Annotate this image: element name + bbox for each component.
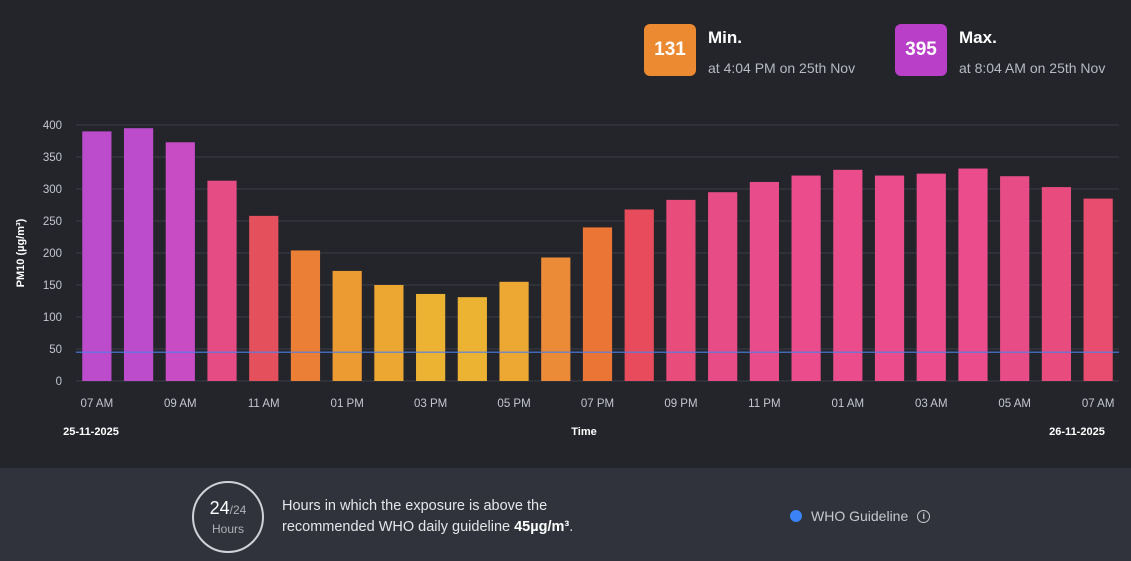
bar[interactable] — [791, 175, 821, 381]
bar[interactable] — [374, 285, 404, 381]
x-axis-label: Time — [571, 426, 596, 438]
bar[interactable] — [958, 168, 988, 381]
y-tick-label: 250 — [43, 216, 62, 228]
y-tick-label: 150 — [43, 280, 62, 292]
bar[interactable] — [207, 180, 237, 381]
bar[interactable] — [624, 209, 654, 381]
bar[interactable] — [165, 142, 195, 381]
bar[interactable] — [332, 270, 362, 381]
x-tick-label: 11 PM — [748, 398, 780, 410]
hours-above-circle: 24/24 Hours — [192, 481, 264, 553]
pm10-bar-chart: 0 50 100 150 200 250 300 350 400 PM10 (µg/m³) 07… — [15, 120, 1119, 438]
chart-bars — [82, 128, 1113, 381]
bar[interactable] — [416, 293, 446, 381]
bar[interactable] — [833, 169, 863, 381]
x-tick-label: 05 AM — [998, 398, 1031, 410]
x-tick-label: 03 PM — [414, 398, 447, 410]
bar[interactable] — [541, 257, 571, 381]
y-tick-label: 0 — [56, 376, 62, 388]
x-tick-label: 07 AM — [1082, 398, 1115, 410]
bar[interactable] — [82, 131, 112, 381]
y-tick-label: 350 — [43, 152, 62, 164]
legend-label: WHO Guideline — [811, 508, 909, 524]
bar[interactable] — [666, 199, 696, 381]
y-tick-label: 200 — [43, 248, 62, 260]
x-axis-ticks: 07 AM 09 AM 11 AM 01 PM 03 PM 05 PM 07 PM 09 PM… — [81, 398, 1115, 410]
x-tick-label: 07 AM — [81, 398, 114, 410]
max-value-badge: 395 — [895, 24, 947, 76]
y-tick-label: 100 — [43, 312, 62, 324]
bar[interactable] — [457, 297, 487, 381]
bar[interactable] — [290, 250, 321, 381]
y-axis-ticks: 0 50 100 150 200 250 300 350 400 — [43, 120, 62, 388]
date-start-label: 25-11-2025 — [63, 426, 119, 438]
bar[interactable] — [749, 181, 779, 381]
bar[interactable] — [249, 215, 279, 381]
bar[interactable] — [1000, 176, 1030, 381]
bar[interactable] — [123, 128, 154, 381]
bar[interactable] — [916, 173, 946, 381]
bar[interactable] — [582, 227, 613, 381]
min-title: Min. — [708, 28, 742, 47]
x-tick-label: 05 PM — [497, 398, 530, 410]
bar[interactable] — [708, 192, 738, 381]
hours-above-value: 24 — [209, 498, 230, 518]
x-tick-label: 01 PM — [331, 398, 364, 410]
legend-dot-icon — [790, 510, 802, 522]
bar[interactable] — [499, 281, 529, 381]
info-icon[interactable]: i — [917, 509, 931, 523]
x-tick-label: 09 AM — [164, 398, 197, 410]
who-guideline-legend[interactable]: WHO Guideline i — [790, 508, 931, 524]
x-tick-label: 09 PM — [664, 398, 697, 410]
bar[interactable] — [1041, 187, 1072, 381]
hours-unit: Hours — [211, 522, 244, 536]
x-tick-label: 07 PM — [581, 398, 614, 410]
bar[interactable] — [874, 175, 905, 381]
date-end-label: 26-11-2025 — [1049, 426, 1105, 438]
min-subtitle: at 4:04 PM on 25th Nov — [708, 60, 856, 76]
min-stat: 131 Min. at 4:04 PM on 25th Nov — [644, 24, 855, 76]
guideline-value: 45µg/m³ — [514, 519, 570, 535]
exposure-description: Hours in which the exposure is above the… — [282, 498, 574, 535]
x-tick-label: 11 AM — [248, 398, 280, 410]
bar[interactable] — [1083, 198, 1113, 381]
y-tick-label: 400 — [43, 120, 62, 132]
min-value-badge: 131 — [644, 24, 696, 76]
y-tick-label: 50 — [49, 344, 62, 356]
max-stat: 395 Max. at 8:04 AM on 25th Nov — [895, 24, 1105, 76]
x-tick-label: 01 AM — [832, 398, 865, 410]
max-subtitle: at 8:04 AM on 25th Nov — [959, 60, 1106, 76]
y-tick-label: 300 — [43, 184, 62, 196]
x-tick-label: 03 AM — [915, 398, 948, 410]
y-axis-label: PM10 (µg/m³) — [15, 218, 27, 287]
exposure-summary-footer: 24/24 Hours Hours in which the exposure … — [0, 468, 1131, 561]
max-title: Max. — [959, 28, 997, 47]
hours-total-value: /24 — [229, 503, 247, 517]
